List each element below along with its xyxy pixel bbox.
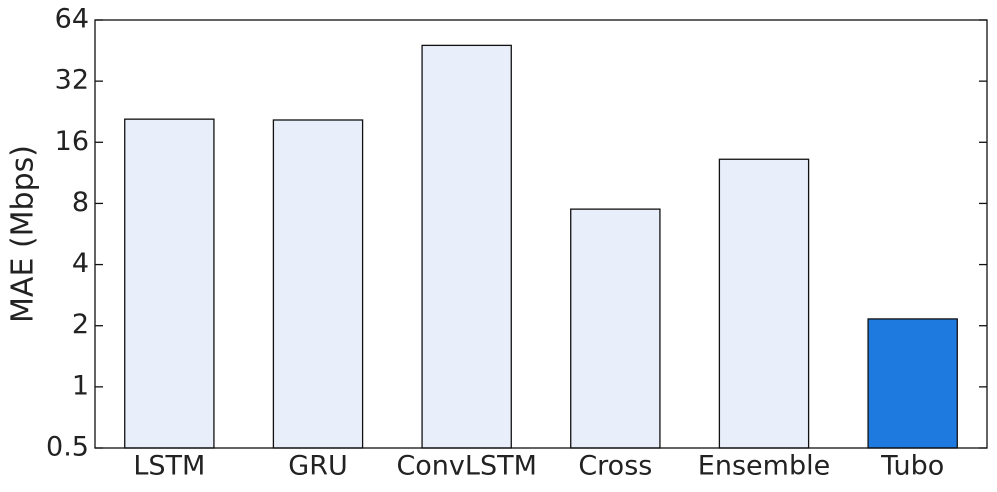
bar <box>421 44 512 449</box>
y-tick-label: 4 <box>72 248 89 279</box>
x-tick-label: Cross <box>578 451 652 482</box>
bar <box>124 118 215 449</box>
bar <box>570 208 661 449</box>
x-tick-label: Ensemble <box>698 451 830 482</box>
x-tick-label: LSTM <box>133 451 205 482</box>
bar <box>718 158 810 449</box>
y-tick-label: 16 <box>55 126 89 157</box>
y-tick-label: 0.5 <box>46 432 89 463</box>
y-axis-label: MAE (Mbps) <box>6 145 41 323</box>
bar <box>272 119 364 449</box>
y-tick-label: 1 <box>72 370 89 401</box>
x-tick-label: ConvLSTM <box>396 451 536 482</box>
plot-frame <box>94 19 988 449</box>
x-tick-label: GRU <box>288 451 347 482</box>
y-tick-label: 64 <box>55 4 89 35</box>
y-tick-label: 8 <box>72 187 89 218</box>
y-tick-label: 32 <box>55 65 89 96</box>
x-tick-label: Tubo <box>880 451 944 482</box>
bar <box>867 318 958 449</box>
y-tick-label: 2 <box>72 309 89 340</box>
